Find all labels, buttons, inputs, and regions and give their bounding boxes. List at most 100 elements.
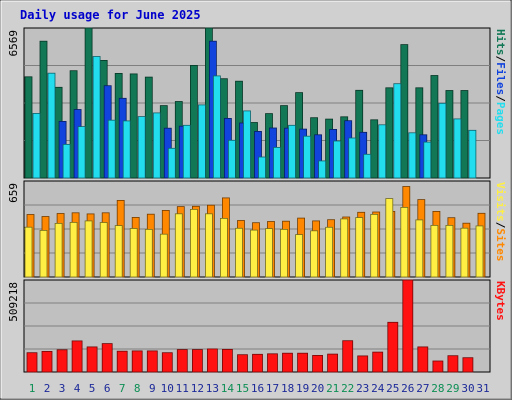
x-tick-day-1: 1 <box>29 382 36 395</box>
bar-kbytes-day-8 <box>131 350 143 373</box>
bar-sites-day-29 <box>445 224 454 278</box>
bar-pages-day-15 <box>243 110 251 179</box>
x-tick-day-8: 8 <box>134 382 141 395</box>
legend: Hits/Files/Pages <box>494 29 507 135</box>
bar-pages-day-14 <box>227 139 236 179</box>
series-pages <box>32 56 477 179</box>
x-tick-day-10: 10 <box>161 382 174 395</box>
bar-kbytes-day-19 <box>297 352 309 373</box>
bar-sites-day-3 <box>54 222 63 278</box>
x-axis: 1 2 3 4 5 6 7 8 9 10 11 12 13 14 15 16 17 18 19 20 21 22 23 24 2… <box>29 382 490 395</box>
bar-sites-day-19 <box>295 234 304 278</box>
bar-pages-day-4 <box>77 126 86 179</box>
bar-kbytes-day-12 <box>191 349 203 373</box>
bar-kbytes-day-17 <box>267 353 278 373</box>
bar-hits-day-25 <box>385 87 394 179</box>
x-tick-day-17: 17 <box>266 382 279 395</box>
bar-sites-day-15 <box>235 227 243 278</box>
bar-pages-day-20 <box>318 160 327 179</box>
legend-item-files: Files <box>494 62 507 95</box>
bar-pages-day-8 <box>137 116 146 179</box>
bar-hits-day-12 <box>189 65 198 179</box>
bar-sites-day-26 <box>400 206 409 278</box>
bar-pages-day-21 <box>333 140 342 179</box>
bar-sites-day-27 <box>415 219 424 278</box>
x-tick-day-12: 12 <box>191 382 204 395</box>
bar-sites-day-10 <box>159 233 168 278</box>
bar-kbytes-day-29 <box>447 355 459 373</box>
bar-pages-day-10 <box>167 147 176 179</box>
bar-hits-day-8 <box>129 73 138 179</box>
x-tick-day-25: 25 <box>386 382 399 395</box>
x-tick-day-6: 6 <box>104 382 111 395</box>
x-tick-day-4: 4 <box>74 382 81 395</box>
series-files <box>58 40 428 179</box>
bar-kbytes-day-6 <box>101 343 113 373</box>
bar-hits-day-2 <box>39 40 48 179</box>
bar-pages-day-25 <box>393 83 402 179</box>
bar-sites-day-14 <box>219 217 228 278</box>
y-max-label: 659 <box>7 183 20 203</box>
y-max-label: 509218 <box>7 282 20 322</box>
bar-pages-day-24 <box>378 124 387 179</box>
bar-kbytes-day-23 <box>357 355 369 373</box>
bar-pages-day-7 <box>122 120 131 179</box>
bar-kbytes-day-25 <box>387 321 399 373</box>
bar-pages-day-11 <box>182 124 191 179</box>
bar-pages-day-27 <box>423 141 432 179</box>
bar-hits-day-5 <box>84 27 93 179</box>
series-kbytes <box>26 279 474 373</box>
panel-kbytes: 509218 KBytes <box>7 279 507 373</box>
x-tick-day-3: 3 <box>59 382 66 395</box>
bar-hits-day-30 <box>460 90 469 179</box>
x-tick-day-16: 16 <box>251 382 264 395</box>
bar-kbytes-day-14 <box>221 348 233 373</box>
bar-sites-day-9 <box>144 228 153 278</box>
bar-pages-day-6 <box>107 119 116 179</box>
bar-kbytes-day-5 <box>86 346 98 373</box>
bar-pages-day-9 <box>152 112 161 179</box>
x-tick-day-15: 15 <box>236 382 249 395</box>
x-tick-day-30: 30 <box>461 382 474 395</box>
bar-sites-day-6 <box>99 222 108 278</box>
bar-sites-day-22 <box>340 218 349 278</box>
bar-sites-day-13 <box>204 213 213 278</box>
bar-sites-day-31 <box>475 225 484 278</box>
x-tick-day-28: 28 <box>431 382 444 395</box>
bar-pages-day-22 <box>348 137 357 179</box>
bar-sites-day-20 <box>310 230 319 278</box>
bar-pages-day-18 <box>288 124 296 179</box>
bar-files-day-16 <box>254 130 262 179</box>
legend-item-sites: Sites <box>494 228 507 261</box>
bar-hits-day-28 <box>430 75 439 179</box>
x-tick-day-9: 9 <box>149 382 156 395</box>
x-tick-day-26: 26 <box>401 382 414 395</box>
bar-sites-day-23 <box>355 217 364 278</box>
x-tick-day-14: 14 <box>221 382 235 395</box>
bar-kbytes-day-2 <box>41 350 53 373</box>
x-tick-day-23: 23 <box>356 382 369 395</box>
bar-pages-day-12 <box>197 104 206 179</box>
bar-kbytes-day-3 <box>56 349 68 373</box>
bar-pages-day-13 <box>212 75 221 179</box>
x-tick-day-21: 21 <box>326 382 339 395</box>
bar-kbytes-day-15 <box>237 354 248 373</box>
panel-hits-files-pages: 6569 Hits/Files/Pages <box>7 27 507 179</box>
x-tick-day-31: 31 <box>476 382 489 395</box>
bar-pages-day-2 <box>47 72 56 179</box>
x-tick-day-2: 2 <box>44 382 51 395</box>
bar-kbytes-day-16 <box>252 353 263 373</box>
legend-separator: / <box>494 222 507 229</box>
bar-pages-day-29 <box>453 118 462 179</box>
bar-sites-day-8 <box>129 228 138 278</box>
bar-pages-day-3 <box>62 143 71 179</box>
legend-item-kbytes: KBytes <box>494 281 507 321</box>
legend-item-visits: Visits <box>494 182 507 222</box>
bar-pages-day-17 <box>273 146 281 179</box>
y-max-label: 6569 <box>7 30 20 57</box>
bar-sites-day-2 <box>39 229 48 278</box>
bar-hits-day-24 <box>370 119 379 179</box>
bar-sites-day-18 <box>280 228 288 278</box>
bar-sites-day-1 <box>24 226 33 278</box>
